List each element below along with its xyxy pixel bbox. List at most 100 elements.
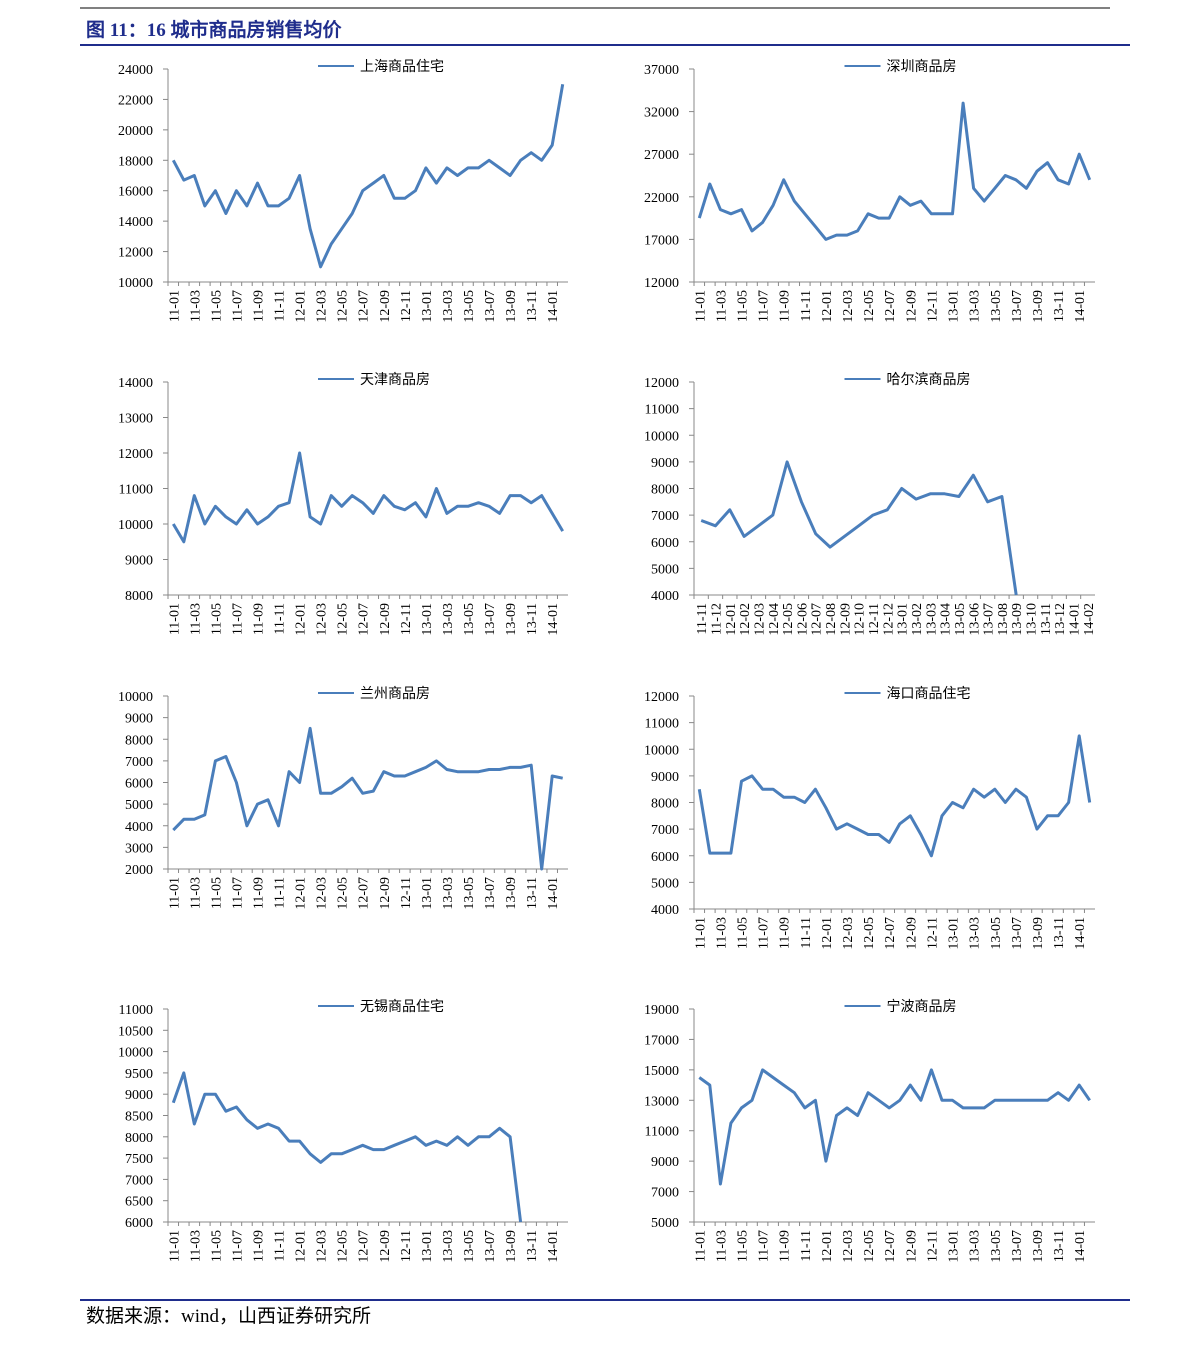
x-tick-label: 14-01 bbox=[1073, 917, 1088, 950]
x-tick-label: 13-11 bbox=[525, 877, 540, 909]
x-tick-label: 13-03 bbox=[924, 603, 939, 636]
x-tick-label: 12-07 bbox=[357, 603, 372, 636]
x-tick-label: 12-11 bbox=[925, 1230, 940, 1262]
x-tick-label: 13-05 bbox=[989, 290, 1004, 323]
x-tick-label: 11-09 bbox=[778, 917, 793, 949]
y-tick-label: 12000 bbox=[644, 276, 679, 291]
x-tick-label: 13-07 bbox=[483, 1230, 498, 1263]
x-tick-label: 13-10 bbox=[1025, 603, 1040, 636]
x-tick-label: 12-05 bbox=[336, 877, 351, 910]
x-tick-label: 11-11 bbox=[273, 1230, 288, 1262]
x-tick-label: 11-11 bbox=[273, 877, 288, 909]
y-tick-label: 8000 bbox=[125, 1131, 153, 1146]
x-tick-label: 12-11 bbox=[867, 603, 882, 635]
y-tick-label: 5000 bbox=[651, 1216, 679, 1231]
x-tick-label: 12-05 bbox=[862, 290, 877, 323]
x-tick-label: 12-07 bbox=[357, 1230, 372, 1263]
x-tick-label: 12-09 bbox=[904, 290, 919, 323]
y-tick-label: 12000 bbox=[644, 690, 679, 705]
x-tick-label: 13-03 bbox=[441, 290, 456, 323]
x-tick-label: 12-07 bbox=[357, 877, 372, 910]
x-tick-label: 11-05 bbox=[209, 877, 224, 909]
y-tick-label: 12000 bbox=[118, 246, 153, 261]
x-tick-label: 13-01 bbox=[947, 917, 962, 950]
y-tick-label: 5000 bbox=[125, 798, 153, 813]
y-tick-label: 8000 bbox=[125, 589, 153, 604]
x-tick-label: 13-05 bbox=[989, 917, 1004, 950]
x-tick-label: 11-01 bbox=[167, 877, 182, 909]
y-tick-label: 22000 bbox=[118, 93, 153, 108]
y-tick-label: 7000 bbox=[651, 1186, 679, 1201]
data-line bbox=[172, 451, 564, 544]
y-tick-label: 9000 bbox=[651, 456, 679, 471]
x-tick-label: 12-01 bbox=[820, 917, 835, 950]
y-tick-label: 7000 bbox=[125, 1173, 153, 1188]
x-tick-label: 14-01 bbox=[546, 603, 561, 636]
x-tick-label: 11-11 bbox=[273, 603, 288, 635]
x-tick-label: 11-05 bbox=[735, 1230, 750, 1262]
x-tick-label: 13-11 bbox=[1039, 603, 1054, 635]
y-tick-label: 10000 bbox=[644, 429, 679, 444]
x-tick-label: 12-05 bbox=[336, 603, 351, 636]
x-tick-label: 11-03 bbox=[188, 877, 203, 909]
x-tick-label: 12-08 bbox=[824, 603, 839, 636]
y-tick-label: 11000 bbox=[645, 403, 679, 418]
x-tick-label: 12-01 bbox=[294, 1230, 309, 1263]
x-tick-label: 12-11 bbox=[925, 917, 940, 949]
y-tick-label: 6500 bbox=[125, 1195, 153, 1210]
x-tick-label: 12-07 bbox=[357, 290, 372, 323]
x-tick-label: 12-11 bbox=[925, 290, 940, 322]
legend-label: 兰州商品房 bbox=[360, 686, 430, 702]
x-tick-label: 11-11 bbox=[799, 917, 814, 949]
x-tick-label: 11-07 bbox=[757, 917, 772, 949]
x-tick-label: 13-07 bbox=[483, 877, 498, 910]
x-tick-label: 12-01 bbox=[820, 290, 835, 323]
x-tick-label: 13-03 bbox=[968, 1230, 983, 1263]
y-tick-label: 17000 bbox=[644, 233, 679, 248]
x-tick-label: 13-11 bbox=[1052, 1230, 1067, 1262]
x-tick-label: 13-01 bbox=[420, 1230, 435, 1263]
y-tick-label: 9000 bbox=[125, 712, 153, 727]
x-tick-label: 12-01 bbox=[294, 877, 309, 910]
x-tick-label: 11-09 bbox=[251, 1230, 266, 1262]
x-tick-label: 12-04 bbox=[767, 603, 782, 636]
x-tick-label: 13-03 bbox=[968, 917, 983, 950]
y-tick-label: 5000 bbox=[651, 562, 679, 577]
x-tick-label: 14-01 bbox=[1073, 1230, 1088, 1263]
x-tick-label: 13-11 bbox=[525, 290, 540, 322]
y-tick-label: 14000 bbox=[118, 215, 153, 230]
x-tick-label: 13-01 bbox=[420, 290, 435, 323]
y-tick-label: 9000 bbox=[651, 1155, 679, 1170]
x-tick-label: 12-05 bbox=[781, 603, 796, 636]
y-tick-label: 6000 bbox=[651, 850, 679, 865]
x-tick-label: 12-01 bbox=[724, 603, 739, 636]
x-tick-label: 13-09 bbox=[1031, 290, 1046, 323]
x-tick-label: 12-07 bbox=[883, 1230, 898, 1263]
x-tick-label: 12-01 bbox=[820, 1230, 835, 1263]
y-tick-label: 6000 bbox=[651, 536, 679, 551]
y-tick-label: 7000 bbox=[651, 823, 679, 838]
y-tick-label: 37000 bbox=[644, 63, 679, 78]
x-tick-label: 12-05 bbox=[336, 290, 351, 323]
x-tick-label: 12-03 bbox=[315, 1230, 330, 1263]
x-tick-label: 11-07 bbox=[230, 290, 245, 322]
y-tick-label: 10000 bbox=[644, 743, 679, 758]
x-tick-label: 13-09 bbox=[1031, 917, 1046, 950]
x-tick-label: 13-07 bbox=[1010, 290, 1025, 323]
y-tick-label: 8000 bbox=[651, 797, 679, 812]
data-line bbox=[697, 734, 1092, 858]
x-tick-label: 12-03 bbox=[841, 290, 856, 323]
y-tick-label: 5000 bbox=[651, 876, 679, 891]
y-tick-label: 12000 bbox=[644, 376, 679, 391]
legend-label: 深圳商品房 bbox=[887, 59, 957, 75]
x-tick-label: 12-11 bbox=[399, 290, 414, 322]
x-tick-label: 11-07 bbox=[757, 290, 772, 322]
x-tick-label: 11-12 bbox=[709, 603, 724, 635]
x-tick-label: 14-02 bbox=[1082, 603, 1097, 636]
y-tick-label: 7500 bbox=[125, 1152, 153, 1167]
y-tick-label: 11000 bbox=[119, 483, 153, 498]
x-tick-label: 13-03 bbox=[968, 290, 983, 323]
y-tick-label: 11000 bbox=[645, 717, 679, 732]
y-tick-label: 6000 bbox=[125, 777, 153, 792]
